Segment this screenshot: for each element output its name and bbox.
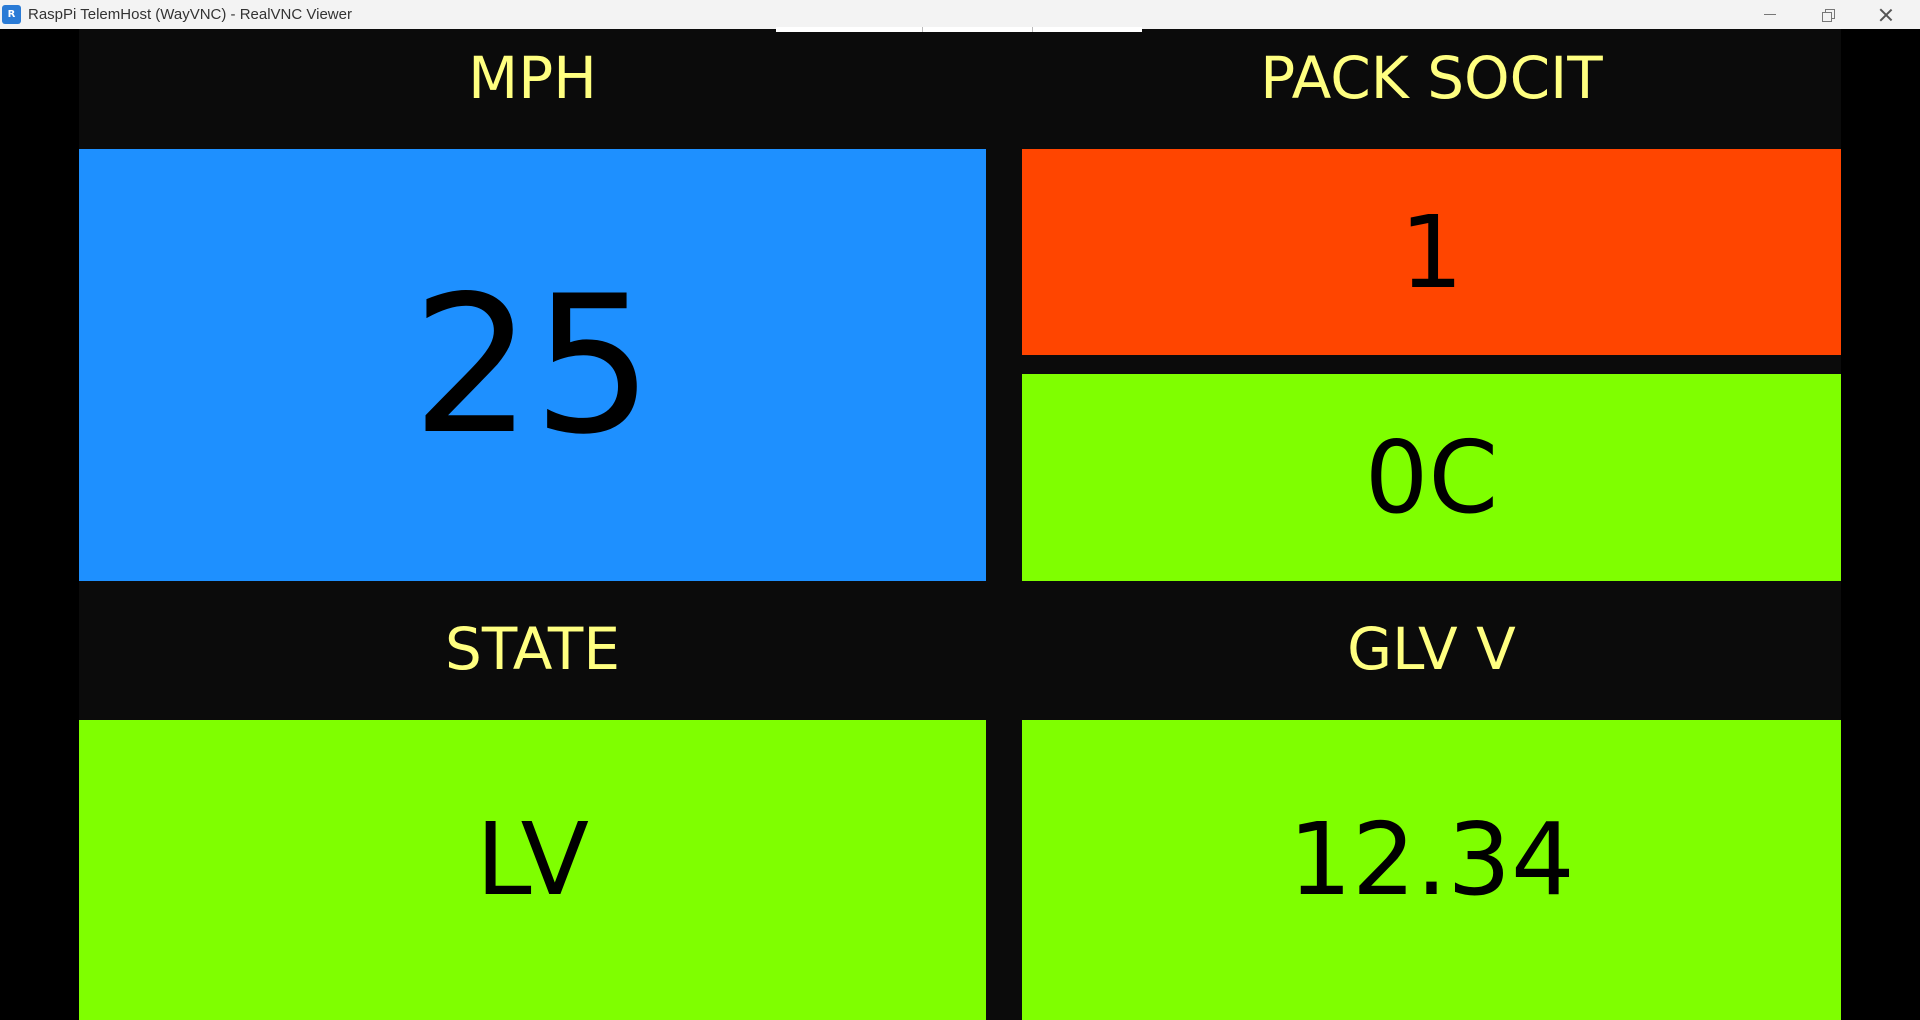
telemetry-dashboard: MPH 25 PACK SOCIT 1 0C STATE LV GLV V 12… [79,29,1841,1020]
pack-soc-value: 1 [1399,193,1464,311]
restore-button[interactable] [1800,0,1856,29]
close-icon [1879,8,1893,22]
mph-value: 25 [411,254,654,476]
pack-socit-label: PACK SOCIT [1260,44,1603,112]
pack-soc-value-tile: 1 [1022,149,1841,355]
window-title: RaspPi TelemHost (WayVNC) - RealVNC View… [28,6,352,23]
toolbar-tab-divider [1032,27,1033,32]
glv-v-value-tile: 12.34 [1022,720,1841,1020]
window-titlebar[interactable]: R RaspPi TelemHost (WayVNC) - RealVNC Vi… [0,0,1920,29]
state-label: STATE [445,615,620,683]
glv-v-value: 12.34 [1288,800,1575,918]
minimize-icon [1764,14,1776,15]
state-value: LV [475,800,590,918]
realvnc-icon: R [2,5,21,24]
restore-icon [1822,8,1835,22]
minimize-button[interactable] [1742,0,1798,29]
toolbar-tab-divider [922,27,923,32]
close-button[interactable] [1858,0,1914,29]
state-value-tile: LV [79,720,986,1020]
glv-v-label: GLV V [1347,615,1516,683]
vnc-toolbar-tab[interactable] [776,27,1142,32]
mph-label: MPH [468,44,597,112]
mph-value-tile: 25 [79,149,986,581]
pack-temp-value-tile: 0C [1022,374,1841,581]
pack-temp-value: 0C [1364,419,1499,536]
